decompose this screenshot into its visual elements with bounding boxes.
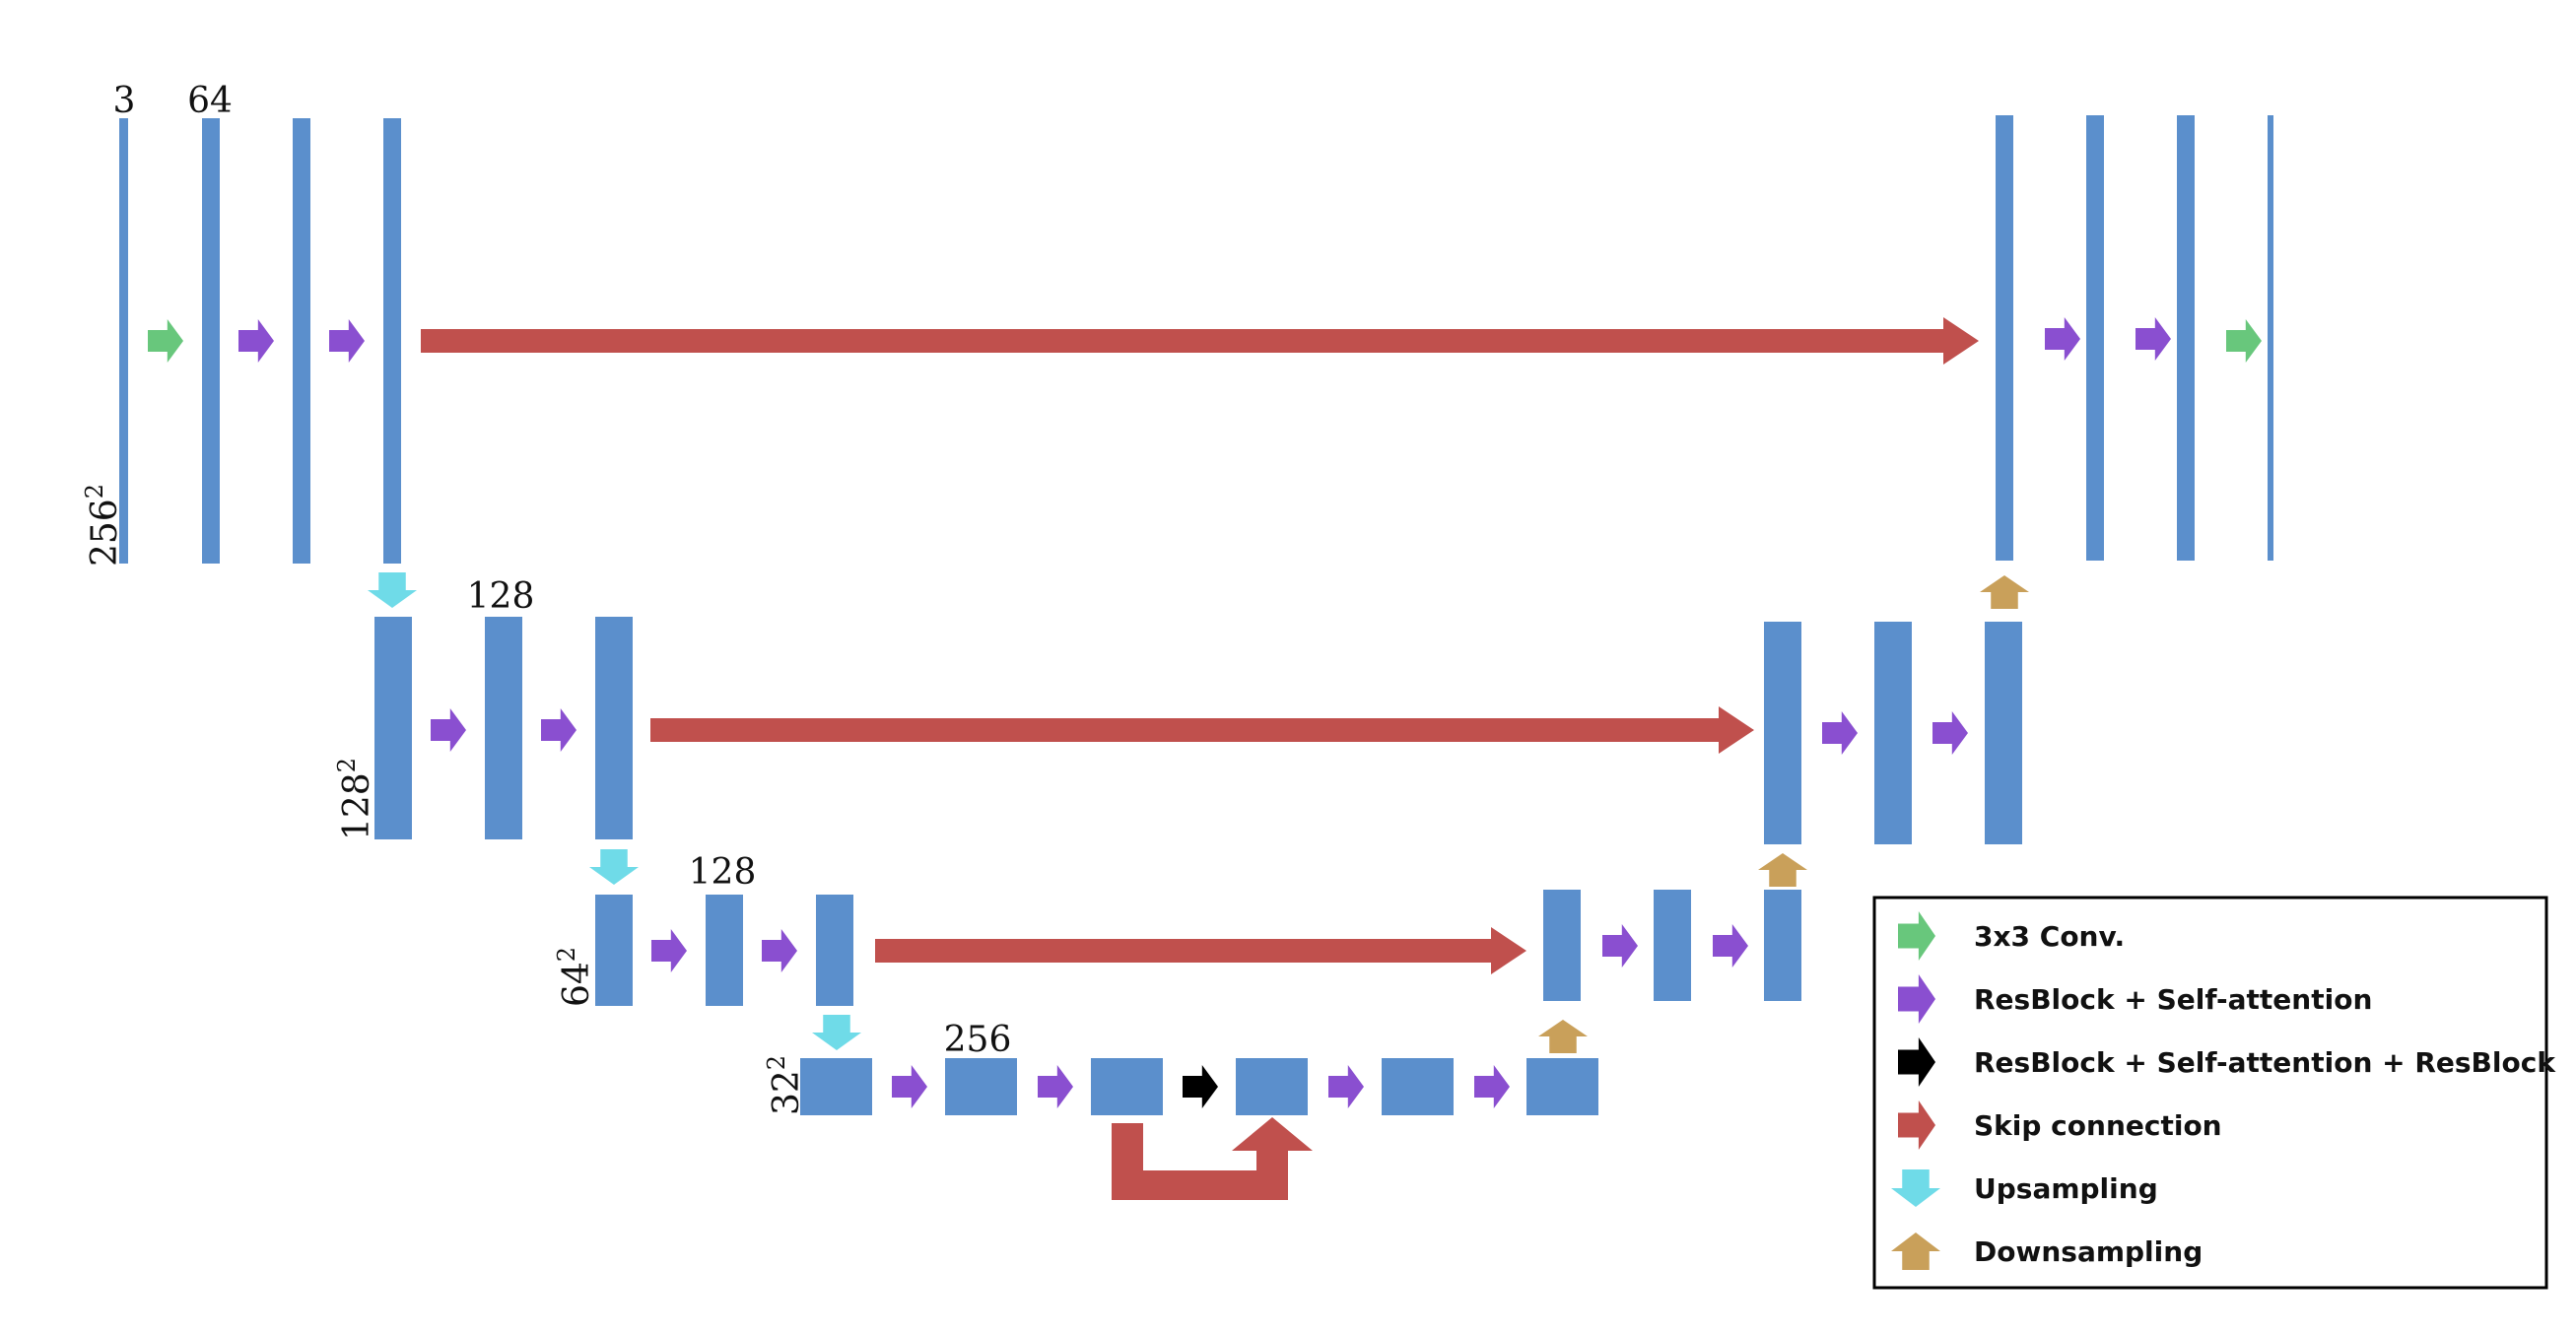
feature-block	[1236, 1058, 1308, 1115]
feature-block	[485, 617, 522, 839]
feature-block	[2177, 115, 2195, 561]
legend-arrow-up-icon	[1891, 1233, 1940, 1270]
legend-item: Upsampling	[1891, 1169, 2158, 1207]
channels-64-label: 64	[187, 81, 233, 121]
channels-128-label-level2: 128	[467, 576, 535, 617]
feature-block	[1985, 622, 2022, 844]
legend-item-label: Upsampling	[1974, 1172, 2158, 1205]
legend-arrow-right-icon	[1898, 1101, 1935, 1150]
feature-block	[1764, 622, 1801, 844]
resblock-attention-arrow-icon	[1474, 1065, 1510, 1108]
feature-block	[2268, 115, 2273, 561]
resblock-attention-arrow-icon	[1822, 711, 1858, 755]
resblock-attention-arrow-icon	[2045, 317, 2080, 361]
feature-blocks	[119, 115, 2273, 1115]
resolution-256-value: 256	[85, 499, 125, 567]
feature-block	[1654, 890, 1691, 1001]
upsampling-arrow-icon	[812, 1015, 861, 1050]
legend-item: ResBlock + Self-attention + ResBlock	[1898, 1037, 2556, 1087]
resblock-attention-arrow-icon	[1713, 924, 1748, 967]
resblock-attention-arrow-icon	[892, 1065, 927, 1108]
upsampling-arrow-icon	[589, 849, 639, 885]
legend-arrow-right-icon	[1898, 974, 1935, 1024]
feature-block	[706, 895, 743, 1006]
feature-block	[1996, 115, 2013, 561]
channels-128-label-level3: 128	[689, 852, 757, 893]
resblock-attention-arrow-icon	[2135, 317, 2171, 361]
feature-block	[800, 1058, 872, 1115]
resblock-attention-arrow-icon	[238, 319, 274, 363]
legend-item: Skip connection	[1898, 1101, 2222, 1150]
conv-arrow-icon	[2226, 319, 2262, 363]
legend-item-label: Downsampling	[1974, 1235, 2203, 1268]
legend-box	[1872, 896, 2548, 1290]
resblock-attention-arrow-icon	[329, 319, 365, 363]
feature-block	[1526, 1058, 1598, 1115]
resolution-64-exponent: 2	[553, 947, 580, 962]
channels-3-label: 3	[113, 81, 136, 121]
conv-arrow-icon	[148, 319, 183, 363]
resblock-attention-arrow-icon	[762, 929, 797, 972]
feature-block	[595, 617, 633, 839]
bottleneck-skip-connection-icon	[1112, 1117, 1313, 1200]
legend-arrow-down-icon	[1891, 1169, 1940, 1207]
feature-block	[374, 617, 412, 839]
resolution-128-label: 1282	[333, 758, 377, 840]
downsampling-arrow-icon	[1980, 575, 2029, 609]
feature-block	[1543, 890, 1581, 1001]
legend-item-label: Skip connection	[1974, 1109, 2222, 1142]
legend-item: 3x3 Conv.	[1898, 911, 2125, 961]
resolution-256-exponent: 2	[81, 484, 108, 499]
feature-block	[202, 118, 220, 564]
feature-block	[1874, 622, 1912, 844]
feature-block	[119, 118, 128, 564]
resolution-32-label: 322	[763, 1055, 807, 1115]
resblock-attention-resblock-arrow-icon	[1183, 1065, 1218, 1108]
legend-item: ResBlock + Self-attention	[1898, 974, 2372, 1024]
feature-block	[816, 895, 853, 1006]
feature-block	[293, 118, 310, 564]
resblock-attention-arrow-icon	[431, 708, 466, 752]
resblock-attention-arrow-icon	[1038, 1065, 1073, 1108]
legend-arrow-right-icon	[1898, 911, 1935, 961]
resolution-128-exponent: 2	[333, 758, 361, 772]
resolution-256-label: 2562	[81, 484, 125, 567]
resblock-attention-arrow-icon	[541, 708, 576, 752]
resblock-attention-arrow-icon	[651, 929, 687, 972]
resolution-128-value: 128	[337, 772, 377, 840]
downsampling-arrow-icon	[1758, 853, 1807, 887]
legend-item: Downsampling	[1891, 1233, 2203, 1270]
legend-item-label: 3x3 Conv.	[1974, 920, 2125, 953]
resolution-64-value: 64	[557, 962, 597, 1007]
arrows	[148, 317, 2262, 1200]
feature-block	[2086, 115, 2104, 561]
feature-block	[383, 118, 401, 564]
feature-block	[1382, 1058, 1454, 1115]
skip-connection-arrow-icon	[650, 706, 1754, 754]
skip-connection-arrow-icon	[875, 927, 1526, 974]
channels-256-label: 256	[944, 1020, 1012, 1060]
legend-items: 3x3 Conv. ResBlock + Self-attention ResBlo…	[1891, 911, 2556, 1270]
upsampling-arrow-icon	[368, 572, 417, 608]
feature-block	[1091, 1058, 1163, 1115]
resolution-64-label: 642	[553, 947, 597, 1007]
resblock-attention-arrow-icon	[1328, 1065, 1364, 1108]
feature-block	[1764, 890, 1801, 1001]
resblock-attention-arrow-icon	[1932, 711, 1968, 755]
legend-item-label: ResBlock + Self-attention + ResBlock	[1974, 1046, 2556, 1079]
resblock-attention-arrow-icon	[1602, 924, 1638, 967]
legend-arrow-right-icon	[1898, 1037, 1935, 1087]
dimension-labels: 3 64 128 128 256 2562 1282 642 322	[81, 81, 1011, 1115]
feature-block	[945, 1058, 1017, 1115]
legend-item-label: ResBlock + Self-attention	[1974, 983, 2372, 1016]
resolution-32-value: 32	[767, 1070, 807, 1115]
legend: 3x3 Conv. ResBlock + Self-attention ResBlo…	[1872, 896, 2556, 1290]
resolution-32-exponent: 2	[763, 1055, 790, 1070]
downsampling-arrow-icon	[1538, 1020, 1588, 1053]
skip-connection-arrow-icon	[421, 317, 1979, 365]
feature-block	[595, 895, 633, 1006]
